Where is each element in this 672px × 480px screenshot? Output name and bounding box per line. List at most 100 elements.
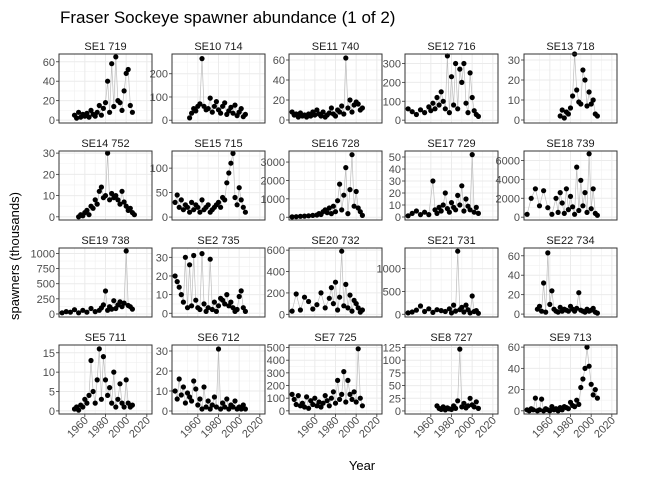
data-point — [561, 210, 567, 216]
y-tick-label: 20 — [508, 290, 520, 302]
data-point — [324, 398, 330, 404]
data-point — [310, 306, 316, 312]
data-point — [184, 204, 191, 210]
data-point — [121, 404, 127, 410]
data-point — [310, 212, 316, 218]
data-point — [102, 100, 109, 106]
data-point — [355, 346, 361, 352]
data-point — [582, 365, 588, 371]
data-point — [565, 406, 572, 412]
data-point — [461, 400, 467, 406]
data-point — [119, 107, 125, 113]
data-point — [209, 306, 215, 313]
panel-strip-label: SE5 711 — [85, 332, 126, 344]
data-point — [131, 212, 137, 218]
y-tick-label: 20 — [43, 169, 55, 181]
data-point — [197, 396, 203, 402]
data-point — [471, 404, 477, 410]
data-point — [461, 309, 467, 315]
series-line — [291, 251, 363, 313]
data-point — [565, 308, 572, 314]
data-point — [218, 110, 224, 116]
data-point — [422, 209, 428, 215]
data-point — [115, 396, 121, 402]
data-point — [59, 310, 65, 316]
facet-panel: SE16 728 0 1000 2000 3000 — [261, 138, 383, 224]
data-point — [234, 202, 240, 208]
data-point — [541, 280, 547, 286]
data-point — [576, 207, 582, 214]
data-point — [127, 205, 133, 211]
y-tick-label: 6000 — [496, 155, 520, 167]
data-point — [100, 105, 106, 111]
series-line — [291, 57, 363, 118]
y-tick-label: 400 — [267, 267, 285, 279]
data-point — [330, 389, 336, 395]
x-tick-label: 2020 — [127, 415, 153, 441]
data-point — [409, 309, 415, 315]
data-point — [289, 308, 295, 314]
data-point — [347, 391, 353, 397]
data-point — [100, 302, 106, 308]
data-point — [80, 404, 86, 410]
data-point — [461, 208, 467, 214]
data-point — [82, 396, 88, 402]
data-point — [467, 207, 473, 213]
data-point — [446, 110, 452, 116]
data-point — [335, 198, 341, 204]
data-point — [312, 112, 318, 118]
data-point — [326, 295, 332, 301]
data-point — [113, 54, 119, 60]
data-point — [123, 203, 129, 209]
y-tick-label: 0 — [162, 212, 168, 224]
data-point — [572, 404, 578, 410]
data-point — [428, 108, 434, 114]
y-tick-label: 40 — [389, 164, 401, 176]
data-point — [207, 95, 213, 101]
data-point — [121, 88, 127, 94]
data-point — [465, 110, 471, 116]
y-tick-label: 0 — [162, 406, 168, 418]
data-point — [123, 70, 129, 76]
data-point — [172, 388, 178, 394]
data-point — [351, 203, 357, 209]
data-point — [475, 210, 481, 216]
data-point — [117, 381, 123, 387]
data-point — [96, 188, 102, 194]
data-point — [451, 102, 457, 108]
y-tick-label: 0 — [279, 115, 285, 127]
data-point — [119, 188, 125, 194]
x-tick-label: 1980 — [551, 415, 577, 441]
data-point — [330, 301, 336, 307]
data-point — [199, 406, 205, 412]
y-tick-label: 200 — [383, 77, 401, 89]
data-point — [436, 102, 442, 108]
data-point — [293, 214, 299, 220]
data-point — [293, 291, 299, 297]
data-point — [339, 207, 345, 213]
data-point — [222, 301, 228, 307]
data-point — [182, 400, 188, 406]
x-tick-label: 2000 — [336, 415, 362, 441]
data-point — [586, 151, 592, 157]
data-point — [337, 109, 343, 115]
x-tick-label: 2020 — [357, 415, 383, 441]
panel-strip-label: SE18 739 — [546, 138, 594, 150]
data-point — [238, 197, 244, 203]
data-point — [107, 385, 113, 391]
y-tick-label: 60 — [508, 251, 520, 263]
facet-panel: SE13 718 0 10 20 30 — [508, 41, 618, 127]
y-tick-label: 2000 — [261, 175, 285, 187]
data-point — [345, 211, 351, 217]
chart-title: Fraser Sockeye spawner abundance (1 of 2… — [60, 8, 395, 27]
y-tick-label: 500 — [267, 343, 285, 355]
data-point — [426, 212, 432, 218]
data-point — [430, 309, 436, 315]
data-point — [347, 292, 353, 298]
y-tick-label: 40 — [508, 363, 520, 375]
data-point — [353, 188, 359, 195]
data-point — [343, 165, 349, 171]
data-point — [448, 200, 455, 206]
data-point — [86, 114, 92, 120]
